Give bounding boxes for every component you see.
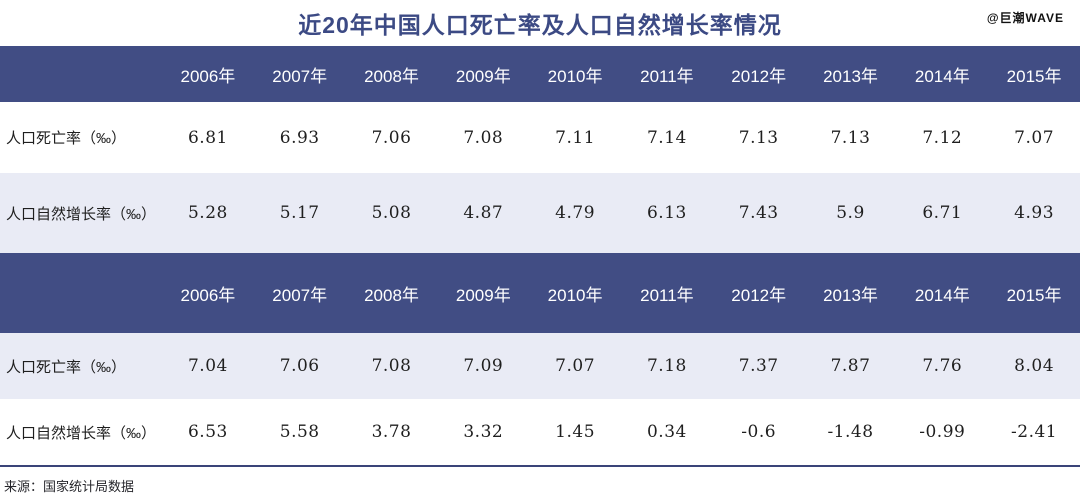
value-cell: 7.43 bbox=[738, 203, 779, 223]
page-title: 近20年中国人口死亡率及人口自然增长率情况 bbox=[298, 12, 782, 38]
value-cell: 7.07 bbox=[1014, 127, 1055, 148]
table-row: 人口死亡率（‰） 7.04 7.06 7.08 7.09 7.07 7.18 7.37 7.87… bbox=[0, 333, 1080, 399]
value-cell: 1.45 bbox=[555, 422, 596, 442]
value-cell: 3.78 bbox=[371, 422, 412, 442]
year-header-cell: 2010年 bbox=[547, 66, 603, 86]
value-cell: 4.87 bbox=[463, 203, 504, 223]
value-cell: 7.18 bbox=[646, 356, 687, 376]
year-header-cell: 2012年 bbox=[731, 66, 787, 86]
value-cell: 7.13 bbox=[830, 127, 871, 148]
year-header-cell: 2011年 bbox=[640, 285, 694, 305]
table-1: 2006年 2007年 2008年 2009年 2010年 2011年 2012年 2013年… bbox=[0, 253, 1080, 465]
value-cell: 7.76 bbox=[922, 356, 963, 376]
year-header-cell: 2014年 bbox=[914, 285, 970, 305]
value-cell: 7.13 bbox=[738, 127, 779, 148]
table-0: 2006年 2007年 2008年 2009年 2010年 2011年 2012年 2013年… bbox=[0, 46, 1080, 253]
value-cell: 6.81 bbox=[187, 127, 228, 148]
year-header-cell: 2010年 bbox=[547, 285, 603, 305]
year-header-cell: 2012年 bbox=[731, 285, 787, 305]
year-header-cell: 2007年 bbox=[272, 285, 328, 305]
value-cell: 0.34 bbox=[646, 422, 687, 442]
value-cell: 6.71 bbox=[922, 203, 963, 223]
value-cell: 7.08 bbox=[463, 127, 504, 148]
year-header-cell: 2015年 bbox=[1006, 66, 1062, 86]
source-note: 来源：国家统计局数据 bbox=[4, 479, 135, 494]
footer-divider bbox=[0, 465, 1080, 467]
value-cell: 7.12 bbox=[922, 127, 963, 148]
table-row: 人口自然增长率（‰） 5.28 5.17 5.08 4.87 4.79 6.13 7.43 5.… bbox=[0, 173, 1080, 253]
year-header-cell: 2007年 bbox=[272, 66, 328, 86]
data-tables-container: 2006年 2007年 2008年 2009年 2010年 2011年 2012年 2013年… bbox=[0, 46, 1080, 465]
table-1-header-row: 2006年 2007年 2008年 2009年 2010年 2011年 2012年 2013年… bbox=[0, 253, 1080, 333]
title-bar: 近20年中国人口死亡率及人口自然增长率情况 @巨潮WAVE bbox=[0, 0, 1080, 46]
watermark: @巨潮WAVE bbox=[986, 11, 1064, 25]
year-header-cell: 2008年 bbox=[364, 285, 419, 305]
value-cell: 7.04 bbox=[187, 356, 228, 376]
value-cell: 8.04 bbox=[1014, 356, 1055, 376]
value-cell: -0.99 bbox=[919, 422, 966, 442]
year-header-cell: 2013年 bbox=[823, 285, 878, 305]
year-header-cell: 2013年 bbox=[823, 66, 878, 86]
value-cell: 7.06 bbox=[279, 356, 320, 376]
value-cell: 5.08 bbox=[371, 203, 412, 223]
value-cell: 7.07 bbox=[555, 356, 596, 376]
value-cell: 5.58 bbox=[279, 422, 320, 442]
value-cell: 5.17 bbox=[279, 203, 320, 223]
value-cell: 7.37 bbox=[738, 356, 779, 376]
value-cell: -0.6 bbox=[741, 422, 777, 442]
value-cell: 7.08 bbox=[371, 356, 412, 376]
year-header-cell: 2008年 bbox=[364, 66, 419, 86]
value-cell: 3.32 bbox=[463, 422, 504, 442]
table-row: 人口死亡率（‰） 6.81 6.93 7.06 7.08 7.11 7.14 7.13 7.13… bbox=[0, 102, 1080, 173]
value-cell: -2.41 bbox=[1011, 422, 1058, 442]
year-header-cell: 2006年 bbox=[180, 66, 236, 86]
table-0-header-row: 2006年 2007年 2008年 2009年 2010年 2011年 2012年 2013年… bbox=[0, 46, 1080, 102]
row-label: 人口自然增长率（‰） bbox=[6, 205, 157, 223]
year-header-cell: 2006年 bbox=[180, 285, 236, 305]
row-label: 人口死亡率（‰） bbox=[6, 130, 127, 147]
row-label: 人口死亡率（‰） bbox=[6, 358, 127, 376]
value-cell: 5.28 bbox=[187, 203, 228, 223]
value-cell: 7.06 bbox=[371, 127, 412, 148]
value-cell: 7.11 bbox=[555, 127, 596, 148]
value-cell: 5.9 bbox=[836, 203, 865, 223]
value-cell: 7.09 bbox=[463, 356, 504, 376]
year-header-cell: 2011年 bbox=[640, 66, 694, 86]
row-label: 人口自然增长率（‰） bbox=[6, 424, 157, 442]
value-cell: 4.79 bbox=[555, 203, 596, 223]
value-cell: 7.87 bbox=[830, 356, 871, 376]
value-cell: 6.53 bbox=[187, 422, 228, 442]
value-cell: 6.13 bbox=[646, 203, 687, 223]
year-header-cell: 2009年 bbox=[455, 66, 511, 86]
table-row: 人口自然增长率（‰） 6.53 5.58 3.78 3.32 1.45 0.34 -0.6 -1… bbox=[0, 399, 1080, 465]
year-header-cell: 2009年 bbox=[455, 285, 511, 305]
value-cell: 6.93 bbox=[279, 127, 320, 148]
year-header-cell: 2015年 bbox=[1006, 285, 1062, 305]
value-cell: 4.93 bbox=[1014, 203, 1055, 223]
value-cell: 7.14 bbox=[646, 127, 687, 148]
value-cell: -1.48 bbox=[827, 422, 874, 442]
year-header-cell: 2014年 bbox=[914, 66, 970, 86]
